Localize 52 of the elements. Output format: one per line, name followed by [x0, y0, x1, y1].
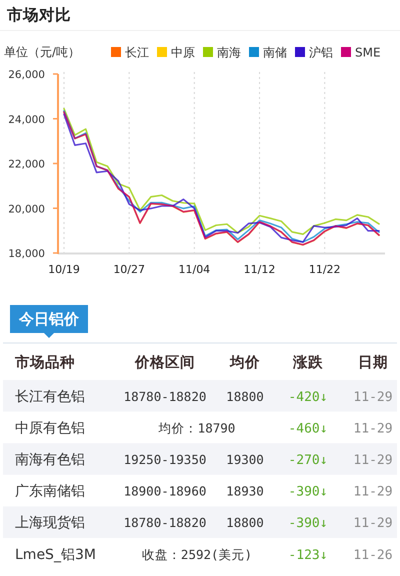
text: -390↓ [288, 516, 328, 532]
legend-label: 南海 [217, 46, 241, 60]
category-label: 长江有色铝 [15, 388, 85, 405]
text: -123↓ [288, 548, 328, 563]
text: -460↓ [288, 421, 328, 436]
text: 18800 [226, 388, 264, 404]
text: -420↓ [288, 390, 328, 405]
text: 市场品种 [14, 353, 75, 371]
x-tick-label: 10/27 [113, 263, 146, 276]
category-label: 价格区间 [134, 354, 195, 371]
legend-label: 长江 [125, 46, 149, 60]
text: 11-29 [353, 516, 393, 532]
y-tick-label: 22,000 [8, 158, 45, 170]
legend-label: 南储 [263, 46, 287, 60]
x-tick-label: 11/12 [244, 263, 276, 276]
text: 18800 [226, 515, 264, 530]
category-label: 广东南储铝 [15, 484, 85, 500]
text: 11-29 [353, 484, 393, 500]
text: 18930 [226, 484, 264, 499]
text: 均价：18790 [158, 420, 236, 436]
text: 18780-18820 [124, 388, 206, 404]
text: 11-29 [353, 421, 393, 436]
text: 今日铝价 [18, 310, 80, 328]
text: 18780-18820 [124, 515, 206, 530]
y-tick-label: 26,000 [8, 69, 45, 81]
text: 收盘：2592(美元) [142, 546, 252, 562]
text: 11-29 [353, 453, 393, 468]
x-tick-label: 10/19 [48, 263, 80, 276]
x-tick-label: 11/22 [308, 263, 341, 276]
chart-title: 市场对比 [6, 6, 71, 24]
text: -390↓ [288, 484, 328, 500]
legend-label: 沪铝 [309, 46, 333, 60]
text: 19250-19350 [124, 452, 206, 467]
text: 19300 [226, 452, 264, 467]
y-tick-label: 24,000 [8, 114, 45, 126]
category-label: 均价 [229, 354, 261, 371]
y-tick-label: 20,000 [8, 203, 45, 216]
text: -270↓ [288, 453, 328, 468]
category-label: 中原有色铝 [15, 420, 85, 436]
legend-label: SME [355, 46, 381, 60]
y-axis-title: 单位（元/吨） [4, 45, 80, 59]
category-label: 日期 [358, 354, 388, 371]
legend-label: 中原 [171, 46, 195, 60]
x-tick-label: 11/04 [178, 263, 210, 276]
text: 11-26 [353, 548, 393, 563]
category-label: 上海现货铝 [15, 515, 85, 532]
category-label: 涨跌 [292, 354, 324, 371]
text: 18900-18960 [124, 484, 206, 499]
y-tick-label: 18,000 [8, 248, 45, 260]
text: 11-29 [353, 390, 393, 405]
category-label: LmeS_铝3M [15, 546, 96, 563]
category-label: 南海有色铝 [15, 452, 85, 468]
